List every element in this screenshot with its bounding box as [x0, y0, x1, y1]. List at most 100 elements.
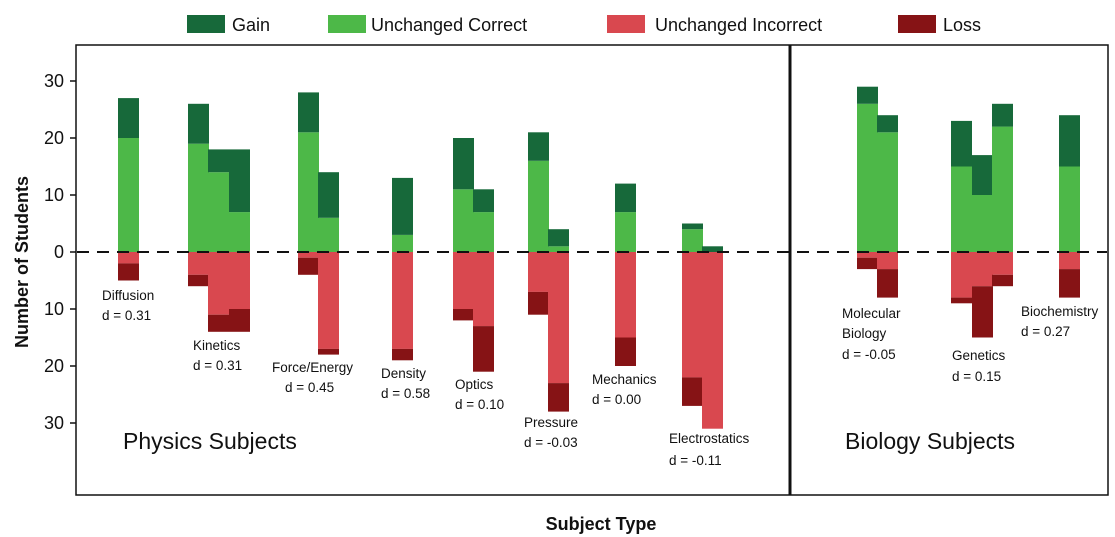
bar-kinetics-3-unchanged-incorrect — [229, 252, 250, 309]
bar-molecular-biology-1-gain — [857, 86, 878, 104]
y-tick-label: 30 — [44, 71, 64, 91]
bar-genetics-2-gain — [972, 155, 993, 195]
bar-mechanics-1-gain — [615, 183, 636, 213]
bar-mechanics-1-loss — [615, 337, 636, 366]
bar-force-energy-2-unchanged-correct — [318, 217, 339, 252]
y-tick-label: 30 — [44, 413, 64, 433]
bar-force-energy-1-gain — [298, 92, 319, 133]
bar-pressure-2-loss — [548, 383, 569, 412]
bars-layer — [118, 86, 1080, 429]
bar-kinetics-3-unchanged-correct — [229, 212, 250, 252]
bar-pressure-1-loss — [528, 291, 549, 315]
group-d-mechanics: d = 0.00 — [592, 392, 641, 407]
bar-mechanics-1-unchanged-incorrect — [615, 252, 636, 338]
bar-pressure-2-unchanged-correct — [548, 246, 569, 252]
group-d-force-energy: d = 0.45 — [285, 380, 334, 395]
panel-title-biology: Biology Subjects — [845, 428, 1015, 454]
legend-swatch-gain — [187, 15, 225, 33]
y-axis-ticks: 30 20 10 0 10 20 30 — [44, 71, 76, 433]
group-d-kinetics: d = 0.31 — [193, 358, 242, 373]
legend-swatch-unchanged-incorrect — [607, 15, 645, 33]
bar-electrostatics-1-unchanged-correct — [682, 229, 703, 252]
bar-electrostatics-1-gain — [682, 223, 703, 230]
group-d-diffusion: d = 0.31 — [102, 308, 151, 323]
bar-kinetics-2-gain — [208, 149, 229, 173]
bar-pressure-2-gain — [548, 229, 569, 247]
group-label-optics: Optics — [455, 377, 494, 392]
legend-label-loss: Loss — [943, 15, 981, 35]
bar-genetics-3-unchanged-correct — [992, 126, 1013, 252]
group-d-electrostatics: d = -0.11 — [669, 453, 722, 468]
bar-optics-1-gain — [453, 138, 474, 190]
bar-density-1-loss — [392, 348, 413, 361]
legend-swatch-unchanged-correct — [328, 15, 366, 33]
bar-optics-2-unchanged-correct — [473, 212, 494, 252]
bar-force-energy-1-unchanged-incorrect — [298, 252, 319, 258]
bar-electrostatics-2-unchanged-incorrect — [702, 252, 723, 429]
legend-label-unchanged-incorrect: Unchanged Incorrect — [655, 15, 822, 35]
y-tick-label: 10 — [44, 185, 64, 205]
bar-molecular-biology-1-unchanged-correct — [857, 103, 878, 252]
y-tick-label: 20 — [44, 356, 64, 376]
bar-kinetics-1-unchanged-incorrect — [188, 252, 209, 275]
bar-genetics-3-unchanged-incorrect — [992, 252, 1013, 275]
legend: Gain Unchanged Correct Unchanged Incorre… — [187, 15, 981, 35]
bar-force-energy-2-unchanged-incorrect — [318, 252, 339, 349]
y-tick-label: 0 — [54, 242, 64, 262]
bar-optics-1-loss — [453, 309, 474, 321]
group-label-mechanics: Mechanics — [592, 372, 657, 387]
bar-molecular-biology-1-unchanged-incorrect — [857, 252, 878, 258]
bar-optics-2-loss — [473, 326, 494, 372]
bar-genetics-3-loss — [992, 274, 1013, 287]
bar-pressure-2-unchanged-incorrect — [548, 252, 569, 384]
bar-kinetics-2-unchanged-correct — [208, 172, 229, 252]
group-label-kinetics: Kinetics — [193, 338, 241, 353]
bar-molecular-biology-2-unchanged-incorrect — [877, 252, 898, 270]
bar-kinetics-1-loss — [188, 274, 209, 287]
group-label-density: Density — [381, 366, 426, 381]
bar-genetics-2-unchanged-incorrect — [972, 252, 993, 287]
bar-pressure-1-unchanged-incorrect — [528, 252, 549, 292]
group-d-biochemistry: d = 0.27 — [1021, 324, 1070, 339]
bar-molecular-biology-1-loss — [857, 257, 878, 270]
group-d-genetics: d = 0.15 — [952, 369, 1001, 384]
bar-optics-2-unchanged-incorrect — [473, 252, 494, 327]
bar-genetics-1-gain — [951, 120, 972, 167]
bar-electrostatics-2-gain — [702, 246, 723, 252]
legend-swatch-loss — [898, 15, 936, 33]
y-axis-title: Number of Students — [12, 176, 32, 348]
bar-optics-1-unchanged-correct — [453, 189, 474, 252]
y-tick-label: 20 — [44, 128, 64, 148]
group-label-force-energy: Force/Energy — [272, 360, 353, 375]
plot-frame — [75, 44, 1109, 496]
bar-genetics-2-unchanged-correct — [972, 195, 993, 252]
y-tick-label: 10 — [44, 299, 64, 319]
bar-biochemistry-1-gain — [1059, 115, 1080, 167]
bar-density-1-unchanged-correct — [392, 234, 413, 252]
bar-pressure-1-gain — [528, 132, 549, 161]
bar-diffusion-1-unchanged-incorrect — [118, 252, 139, 264]
group-d-density: d = 0.58 — [381, 386, 430, 401]
group-annotations: Diffusion d = 0.31 Kinetics d = 0.31 For… — [102, 288, 1099, 468]
group-d-optics: d = 0.10 — [455, 397, 504, 412]
bar-optics-1-unchanged-incorrect — [453, 252, 474, 309]
bar-density-1-gain — [392, 177, 413, 235]
panel-title-physics: Physics Subjects — [123, 428, 297, 454]
group-d-molecular-biology: d = -0.05 — [842, 347, 896, 362]
bar-genetics-1-loss — [951, 297, 972, 304]
group-label-diffusion: Diffusion — [102, 288, 154, 303]
bar-genetics-3-gain — [992, 103, 1013, 127]
bar-kinetics-3-loss — [229, 309, 250, 332]
bar-kinetics-3-gain — [229, 149, 250, 213]
x-axis-title: Subject Type — [546, 514, 657, 534]
bar-diffusion-1-loss — [118, 263, 139, 281]
bar-pressure-1-unchanged-correct — [528, 160, 549, 252]
bar-genetics-1-unchanged-correct — [951, 166, 972, 252]
bar-diffusion-1-unchanged-correct — [118, 138, 139, 252]
bar-mechanics-1-unchanged-correct — [615, 212, 636, 252]
bar-density-1-unchanged-incorrect — [392, 252, 413, 349]
group-d-pressure: d = -0.03 — [524, 435, 578, 450]
group-label-molecular-biology-line2: Biology — [842, 326, 887, 341]
bar-optics-2-gain — [473, 189, 494, 213]
